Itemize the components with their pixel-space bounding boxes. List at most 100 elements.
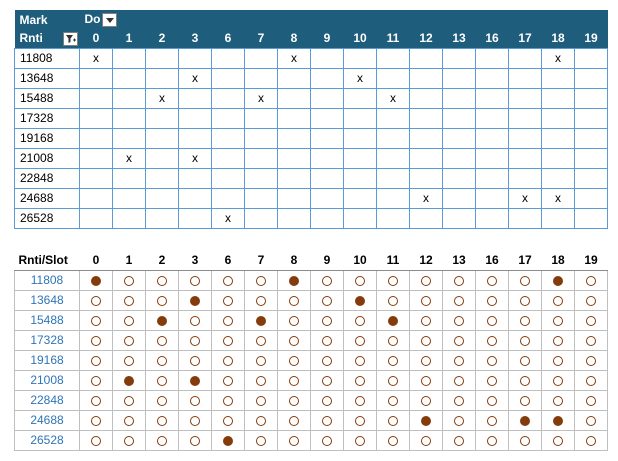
slot-cell[interactable] <box>574 309 608 331</box>
pivot-cell[interactable] <box>508 107 542 129</box>
slot-cell[interactable] <box>145 389 179 411</box>
pivot-cell[interactable] <box>79 207 113 229</box>
slot-row-rnti[interactable]: 17328 <box>14 329 80 351</box>
pivot-cell[interactable] <box>475 127 509 149</box>
slot-cell[interactable] <box>541 429 575 451</box>
slot-cell[interactable] <box>178 349 212 371</box>
slot-cell[interactable] <box>145 309 179 331</box>
slot-cell[interactable] <box>475 289 509 311</box>
slot-cell[interactable] <box>475 369 509 391</box>
slot-cell[interactable] <box>310 429 344 451</box>
slot-row-rnti[interactable]: 21008 <box>14 369 80 391</box>
pivot-cell[interactable] <box>409 207 443 229</box>
pivot-cell[interactable] <box>376 167 410 189</box>
slot-cell[interactable] <box>79 269 113 291</box>
slot-cell[interactable] <box>376 289 410 311</box>
pivot-cell[interactable] <box>574 207 608 229</box>
slot-row-rnti[interactable]: 13648 <box>14 289 80 311</box>
pivot-cell[interactable] <box>211 167 245 189</box>
slot-cell[interactable] <box>574 429 608 451</box>
pivot-cell[interactable] <box>442 47 476 69</box>
pivot-cell[interactable] <box>145 47 179 69</box>
pivot-cell[interactable] <box>376 127 410 149</box>
slot-cell[interactable] <box>178 369 212 391</box>
pivot-cell[interactable] <box>79 87 113 109</box>
slot-cell[interactable] <box>541 309 575 331</box>
pivot-cell[interactable] <box>79 167 113 189</box>
pivot-cell[interactable] <box>277 87 311 109</box>
pivot-cell[interactable] <box>508 167 542 189</box>
pivot-cell[interactable] <box>211 107 245 129</box>
slot-cell[interactable] <box>541 349 575 371</box>
pivot-cell[interactable] <box>112 167 146 189</box>
pivot-cell[interactable] <box>541 67 575 89</box>
pivot-cell[interactable] <box>409 87 443 109</box>
pivot-cell[interactable] <box>277 187 311 209</box>
pivot-cell[interactable] <box>508 127 542 149</box>
pivot-cell[interactable] <box>178 47 212 69</box>
pivot-cell[interactable]: x <box>145 87 179 109</box>
pivot-cell[interactable] <box>376 187 410 209</box>
slot-cell[interactable] <box>145 429 179 451</box>
pivot-cell[interactable] <box>310 47 344 69</box>
pivot-cell[interactable] <box>145 187 179 209</box>
slot-cell[interactable] <box>574 409 608 431</box>
slot-cell[interactable] <box>79 389 113 411</box>
slot-cell[interactable] <box>343 389 377 411</box>
pivot-cell[interactable] <box>475 107 509 129</box>
pivot-cell[interactable] <box>574 107 608 129</box>
pivot-cell[interactable] <box>211 187 245 209</box>
pivot-column-field[interactable]: Do <box>79 10 608 29</box>
pivot-row-rnti[interactable]: 26528 <box>14 207 80 229</box>
pivot-cell[interactable] <box>442 127 476 149</box>
slot-cell[interactable] <box>277 429 311 451</box>
slot-row-rnti[interactable]: 22848 <box>14 389 80 411</box>
slot-cell[interactable] <box>145 269 179 291</box>
pivot-cell[interactable] <box>178 127 212 149</box>
slot-cell[interactable] <box>409 269 443 291</box>
slot-cell[interactable] <box>145 369 179 391</box>
slot-cell[interactable] <box>376 389 410 411</box>
pivot-cell[interactable] <box>145 67 179 89</box>
pivot-cell[interactable] <box>475 167 509 189</box>
slot-cell[interactable] <box>145 289 179 311</box>
slot-cell[interactable] <box>343 409 377 431</box>
slot-cell[interactable] <box>475 409 509 431</box>
pivot-cell[interactable] <box>475 207 509 229</box>
pivot-cell[interactable] <box>541 87 575 109</box>
slot-cell[interactable] <box>310 329 344 351</box>
pivot-cell[interactable] <box>310 147 344 169</box>
pivot-cell[interactable] <box>343 167 377 189</box>
slot-cell[interactable] <box>508 269 542 291</box>
slot-cell[interactable] <box>541 389 575 411</box>
pivot-cell[interactable] <box>145 127 179 149</box>
pivot-cell[interactable]: x <box>211 207 245 229</box>
pivot-cell[interactable] <box>475 187 509 209</box>
pivot-cell[interactable] <box>442 147 476 169</box>
slot-cell[interactable] <box>508 389 542 411</box>
pivot-cell[interactable]: x <box>178 147 212 169</box>
pivot-cell[interactable] <box>574 47 608 69</box>
slot-cell[interactable] <box>442 409 476 431</box>
slot-cell[interactable] <box>79 289 113 311</box>
pivot-cell[interactable]: x <box>343 67 377 89</box>
pivot-cell[interactable] <box>112 47 146 69</box>
slot-cell[interactable] <box>178 389 212 411</box>
slot-cell[interactable] <box>211 289 245 311</box>
pivot-cell[interactable] <box>343 47 377 69</box>
slot-cell[interactable] <box>112 269 146 291</box>
slot-cell[interactable] <box>574 269 608 291</box>
slot-cell[interactable] <box>409 429 443 451</box>
pivot-row-rnti[interactable]: 19168 <box>14 127 80 149</box>
slot-cell[interactable] <box>343 349 377 371</box>
slot-cell[interactable] <box>310 289 344 311</box>
slot-cell[interactable] <box>343 269 377 291</box>
slot-cell[interactable] <box>178 309 212 331</box>
slot-cell[interactable] <box>178 429 212 451</box>
slot-cell[interactable] <box>376 269 410 291</box>
pivot-cell[interactable] <box>277 127 311 149</box>
slot-cell[interactable] <box>376 329 410 351</box>
pivot-cell[interactable] <box>145 147 179 169</box>
pivot-cell[interactable]: x <box>277 47 311 69</box>
slot-cell[interactable] <box>409 329 443 351</box>
